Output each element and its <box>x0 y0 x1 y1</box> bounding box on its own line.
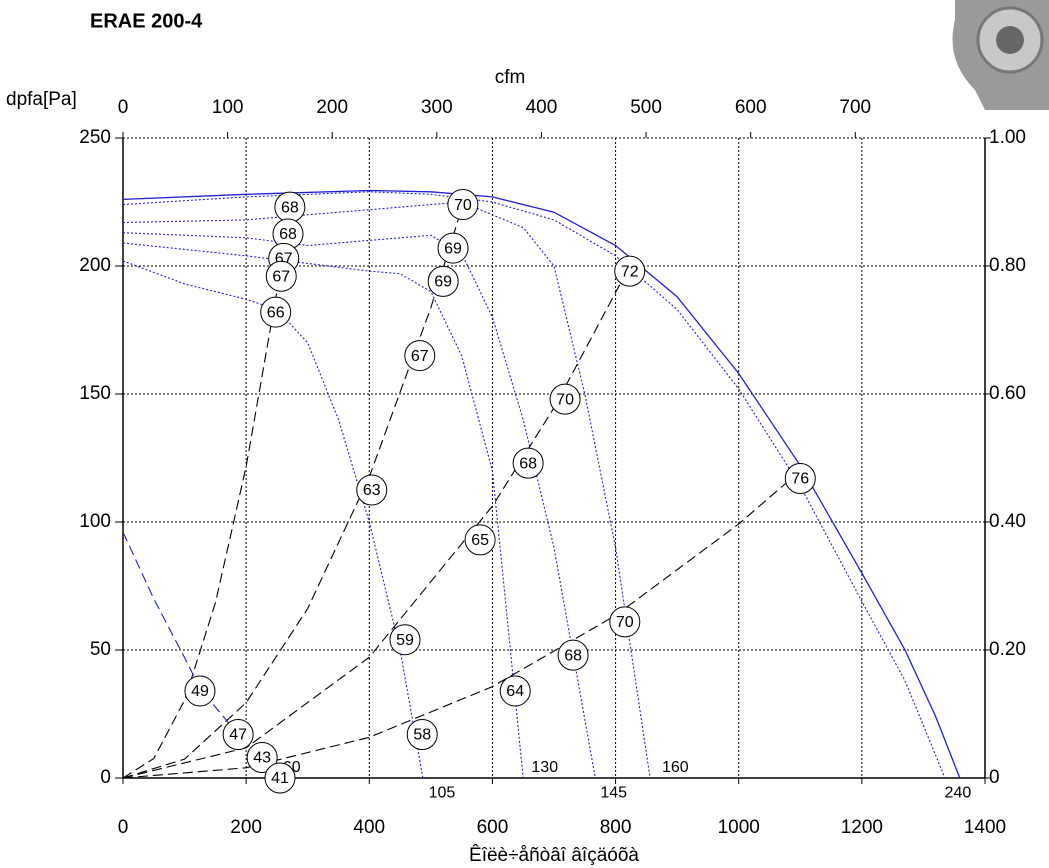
point-label: 69 <box>434 274 452 291</box>
point-marker <box>246 742 278 774</box>
curve <box>122 191 946 779</box>
curve <box>122 470 801 779</box>
x-tick-label: 1200 <box>841 817 883 838</box>
y-tick-label: 150 <box>79 383 111 404</box>
y2-tick-label: 0.20 <box>989 639 1026 660</box>
y2-tick-label: 0.40 <box>989 511 1026 532</box>
point-label: 67 <box>272 268 290 285</box>
point-marker <box>265 260 297 292</box>
x2-tick-label: 200 <box>316 97 348 118</box>
point-label: 68 <box>281 199 299 216</box>
point-marker <box>447 189 479 221</box>
point-label: 70 <box>616 614 634 631</box>
x2-axis-label: cfm <box>495 67 526 88</box>
curve <box>122 232 596 779</box>
x-tick-label: 200 <box>230 817 262 838</box>
point-label: 72 <box>621 263 639 280</box>
x-tick-label: 800 <box>600 817 632 838</box>
point-marker <box>512 447 544 479</box>
point-marker <box>499 675 531 707</box>
point-label: 58 <box>413 727 431 744</box>
point-label: 49 <box>191 683 209 700</box>
y2-tick-label: 0.80 <box>989 255 1026 276</box>
point-label: 70 <box>454 197 472 214</box>
x-tick-label: 1000 <box>718 817 760 838</box>
x-tick-label: 400 <box>353 817 385 838</box>
curve <box>122 242 524 779</box>
curve <box>122 189 961 779</box>
y-tick-label: 200 <box>79 255 111 276</box>
curve-label: 130 <box>531 759 558 776</box>
point-label: 68 <box>564 647 582 664</box>
y-tick-label: 100 <box>79 511 111 532</box>
point-label: 70 <box>556 391 574 408</box>
point-marker <box>437 232 469 264</box>
point-label: 76 <box>791 471 809 488</box>
point-marker <box>427 265 459 297</box>
point-label: 64 <box>506 683 524 700</box>
point-marker <box>464 524 496 556</box>
y-tick-label: 50 <box>90 639 111 660</box>
y-axis-label: dpfa[Pa] <box>6 89 77 110</box>
point-marker <box>406 718 438 750</box>
point-marker <box>222 718 254 750</box>
curve-label: 160 <box>662 759 689 776</box>
point-label: 68 <box>519 455 537 472</box>
x2-tick-label: 700 <box>839 97 871 118</box>
point-label: 41 <box>271 770 289 787</box>
x2-tick-label: 500 <box>630 97 662 118</box>
curve <box>122 204 464 779</box>
x-axis-label: Êîëè÷åñòâî âîçäóõà <box>469 844 639 866</box>
x2-tick-label: 400 <box>526 97 558 118</box>
point-marker <box>356 474 388 506</box>
point-marker <box>184 675 216 707</box>
chart-title: ERAE 200-4 <box>90 10 203 32</box>
point-marker <box>404 340 436 372</box>
curve <box>122 207 291 779</box>
point-marker <box>784 462 816 494</box>
point-label: 65 <box>471 532 489 549</box>
y-tick-label: 250 <box>79 127 111 148</box>
point-label: 59 <box>396 632 414 649</box>
point-label: 68 <box>279 226 297 243</box>
y2-tick-label: 1.00 <box>989 127 1026 148</box>
point-marker <box>614 255 646 287</box>
x2-tick-label: 100 <box>212 97 244 118</box>
curve <box>122 531 281 779</box>
point-label: 69 <box>444 240 462 257</box>
point-marker <box>260 296 292 328</box>
point-marker <box>557 639 589 671</box>
x2-tick-label: 0 <box>118 97 129 118</box>
point-marker <box>549 383 581 415</box>
curve-label: 145 <box>600 785 627 802</box>
point-label: 63 <box>363 482 381 499</box>
point-marker <box>609 606 641 638</box>
y-tick-label: 0 <box>100 767 111 788</box>
point-label: 47 <box>229 727 247 744</box>
x-tick-label: 1400 <box>964 817 1006 838</box>
point-label: 43 <box>253 750 271 767</box>
x2-tick-label: 600 <box>735 97 767 118</box>
point-marker <box>389 624 421 656</box>
x-tick-label: 600 <box>477 817 509 838</box>
point-label: 67 <box>411 348 429 365</box>
point-marker <box>264 762 296 794</box>
curve-label: 105 <box>429 785 456 802</box>
y2-tick-label: 0 <box>989 767 1000 788</box>
x-tick-label: 0 <box>118 817 129 838</box>
y2-tick-label: 0.60 <box>989 383 1026 404</box>
x2-tick-label: 300 <box>421 97 453 118</box>
fan-image <box>952 0 1049 110</box>
curve <box>122 260 424 779</box>
point-label: 66 <box>267 304 285 321</box>
curve-label: 240 <box>945 785 972 802</box>
